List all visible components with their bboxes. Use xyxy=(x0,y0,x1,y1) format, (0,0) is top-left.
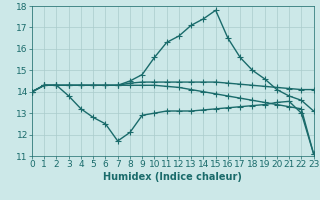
X-axis label: Humidex (Indice chaleur): Humidex (Indice chaleur) xyxy=(103,172,242,182)
